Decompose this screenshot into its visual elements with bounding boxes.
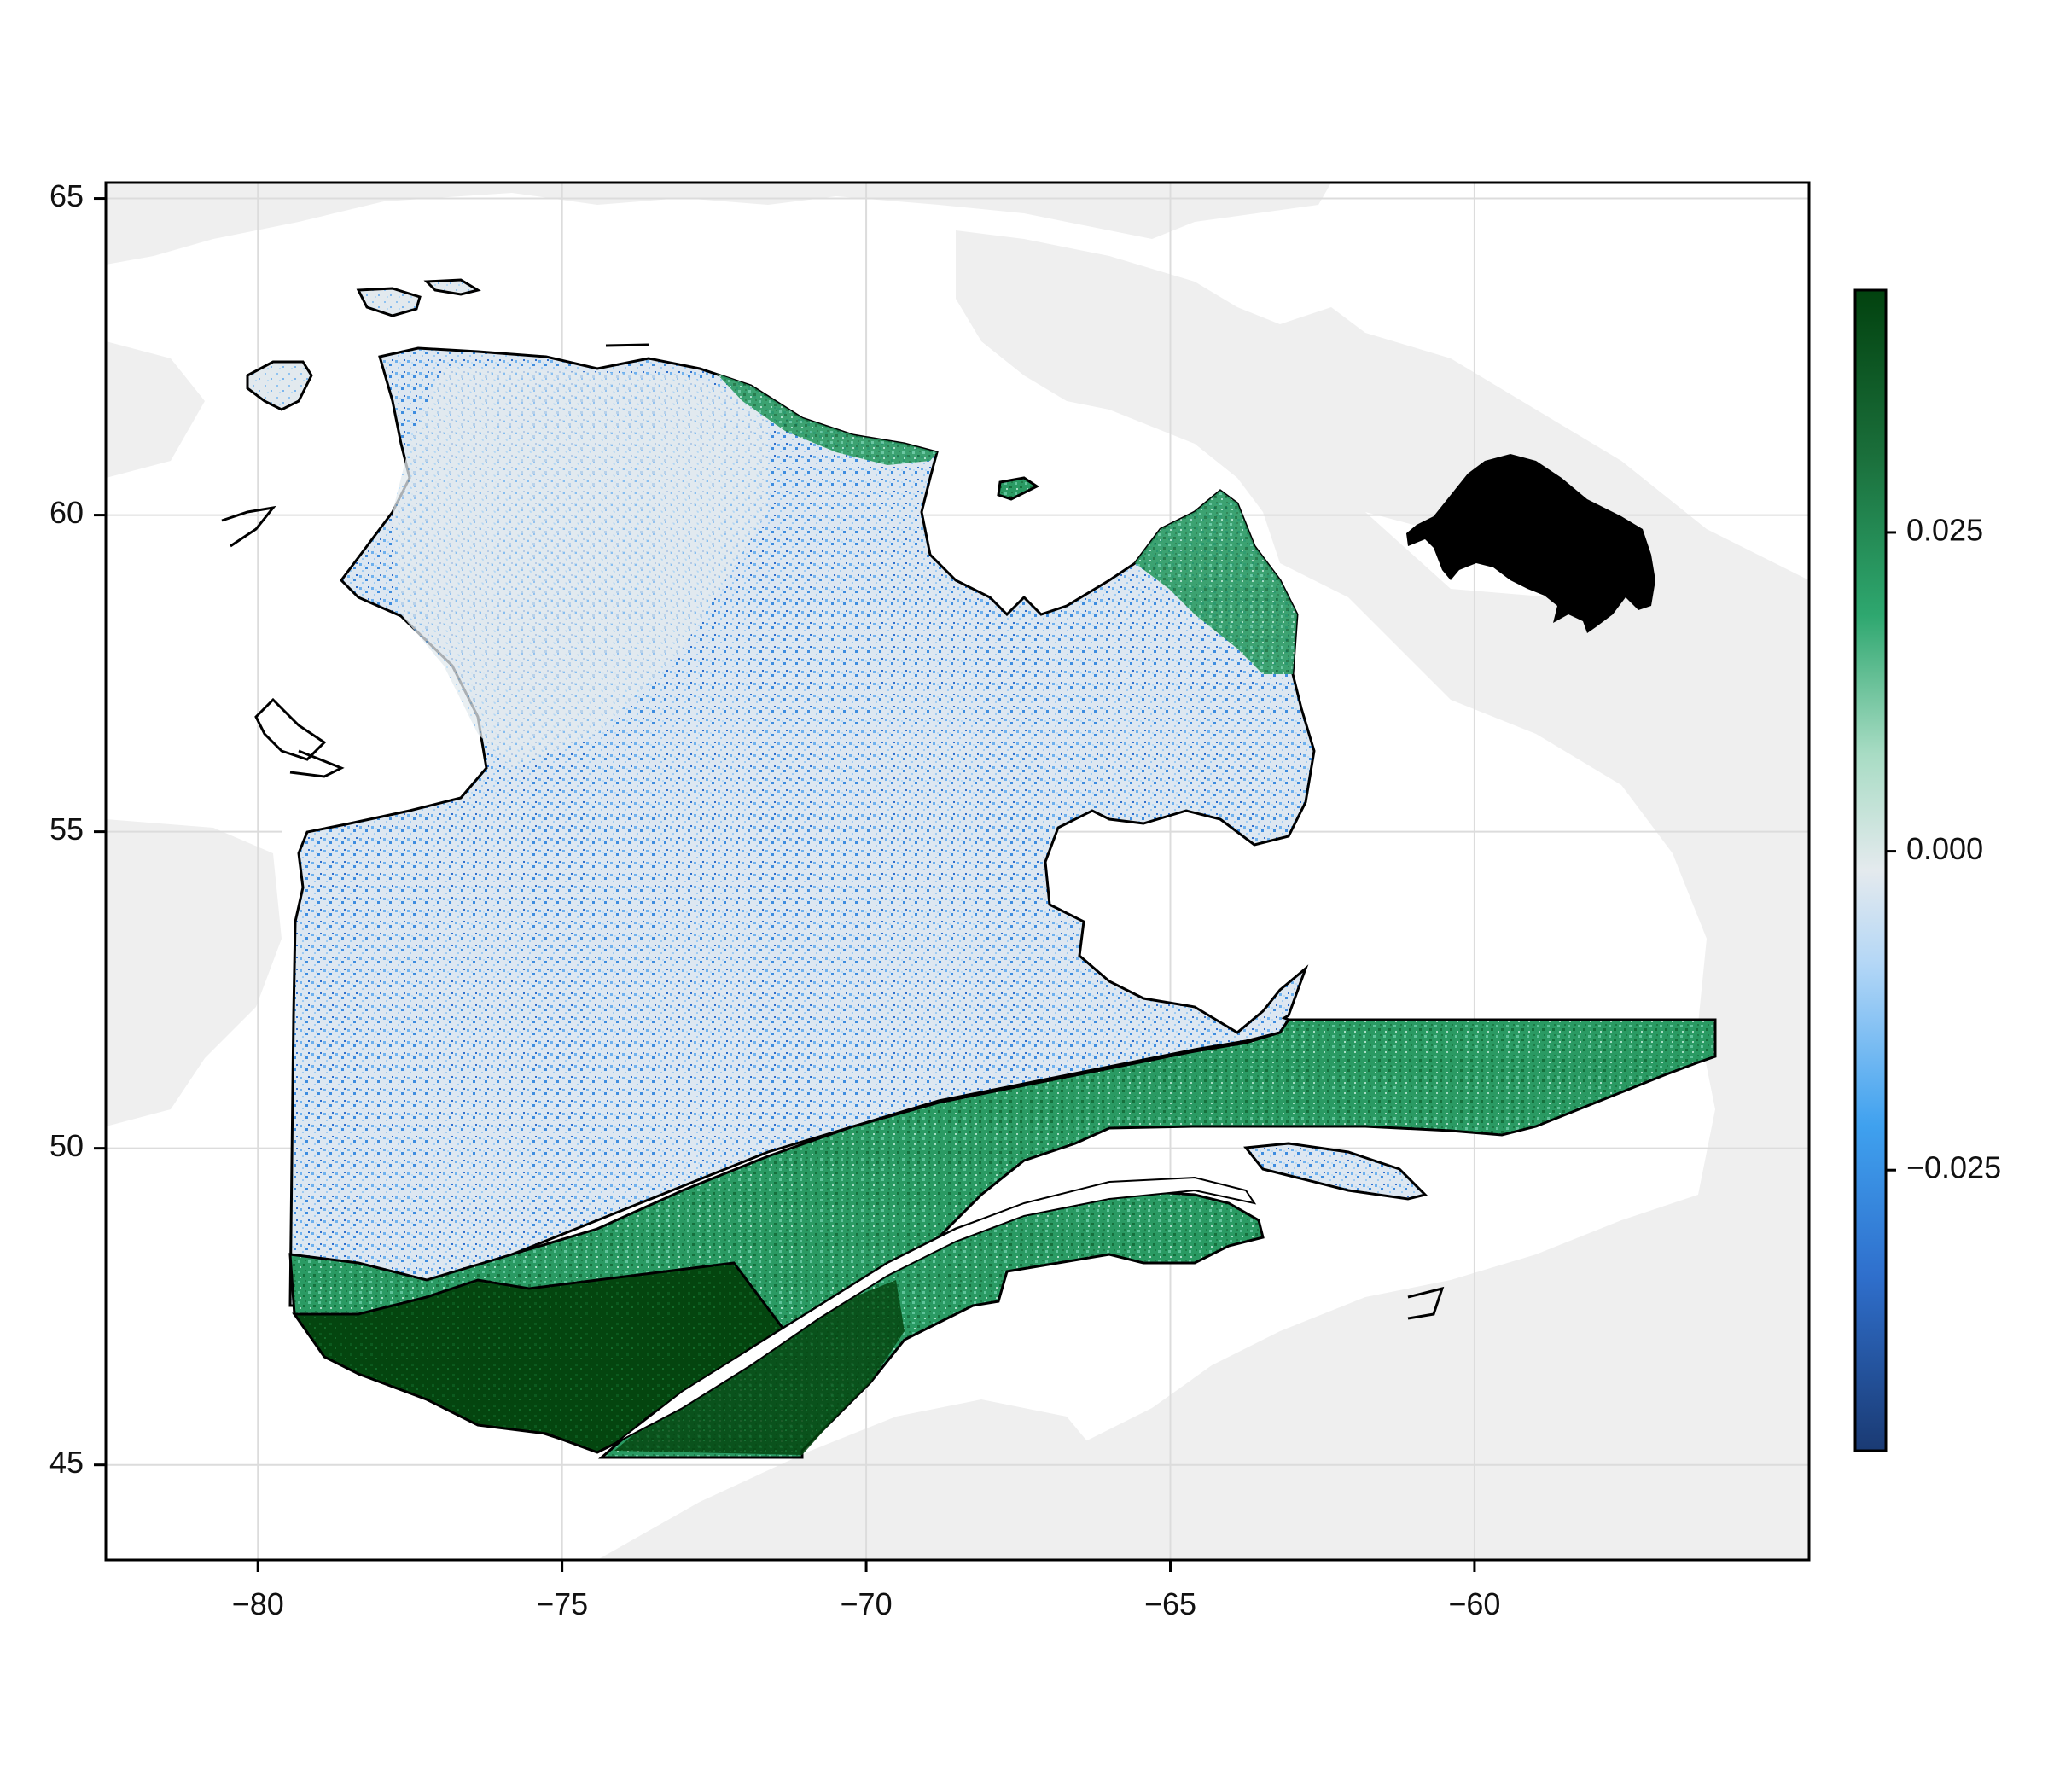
island-north-1 — [356, 287, 422, 317]
x-tick-label: −80 — [232, 1586, 284, 1621]
y-tick-label: 50 — [49, 1128, 84, 1163]
island-west — [246, 360, 313, 411]
x-tick-label: −70 — [841, 1586, 893, 1621]
y-tick-label: 45 — [49, 1445, 84, 1480]
x-tick-label: −60 — [1448, 1586, 1500, 1621]
colorbar-tick-label: 0.025 — [1906, 512, 1983, 547]
mammal-silhouette-icon — [1406, 454, 1655, 633]
island-ungava — [997, 476, 1039, 501]
x-axis: −80 −75 −70 −65 −60 — [232, 1560, 1500, 1621]
island-north-2 — [423, 278, 481, 296]
x-tick-label: −75 — [536, 1586, 588, 1621]
y-tick-label: 55 — [49, 812, 84, 847]
colorbar: 0.025 0.000 −0.025 — [1853, 288, 2001, 1452]
x-tick-label: −65 — [1144, 1586, 1196, 1621]
plot-frame — [104, 181, 1811, 1562]
gaspesie-dark — [614, 1280, 905, 1455]
labrador-coast-green — [1135, 491, 1297, 674]
y-tick-label: 60 — [49, 495, 84, 530]
y-tick-label: 65 — [49, 178, 84, 213]
coastal-fragments — [221, 343, 1445, 1320]
colorbar-tick-label: −0.025 — [1906, 1150, 2001, 1185]
ungava-green — [717, 374, 937, 465]
y-axis: 45 50 55 60 65 — [49, 178, 106, 1480]
st-lawrence-estuary — [614, 1176, 1257, 1445]
colorbar-gradient — [1853, 288, 1888, 1452]
interior-light-band — [393, 367, 768, 768]
anticosti-island — [1243, 1142, 1428, 1201]
colorbar-tick-label: 0.000 — [1906, 831, 1983, 866]
hudson-bay — [282, 597, 486, 841]
